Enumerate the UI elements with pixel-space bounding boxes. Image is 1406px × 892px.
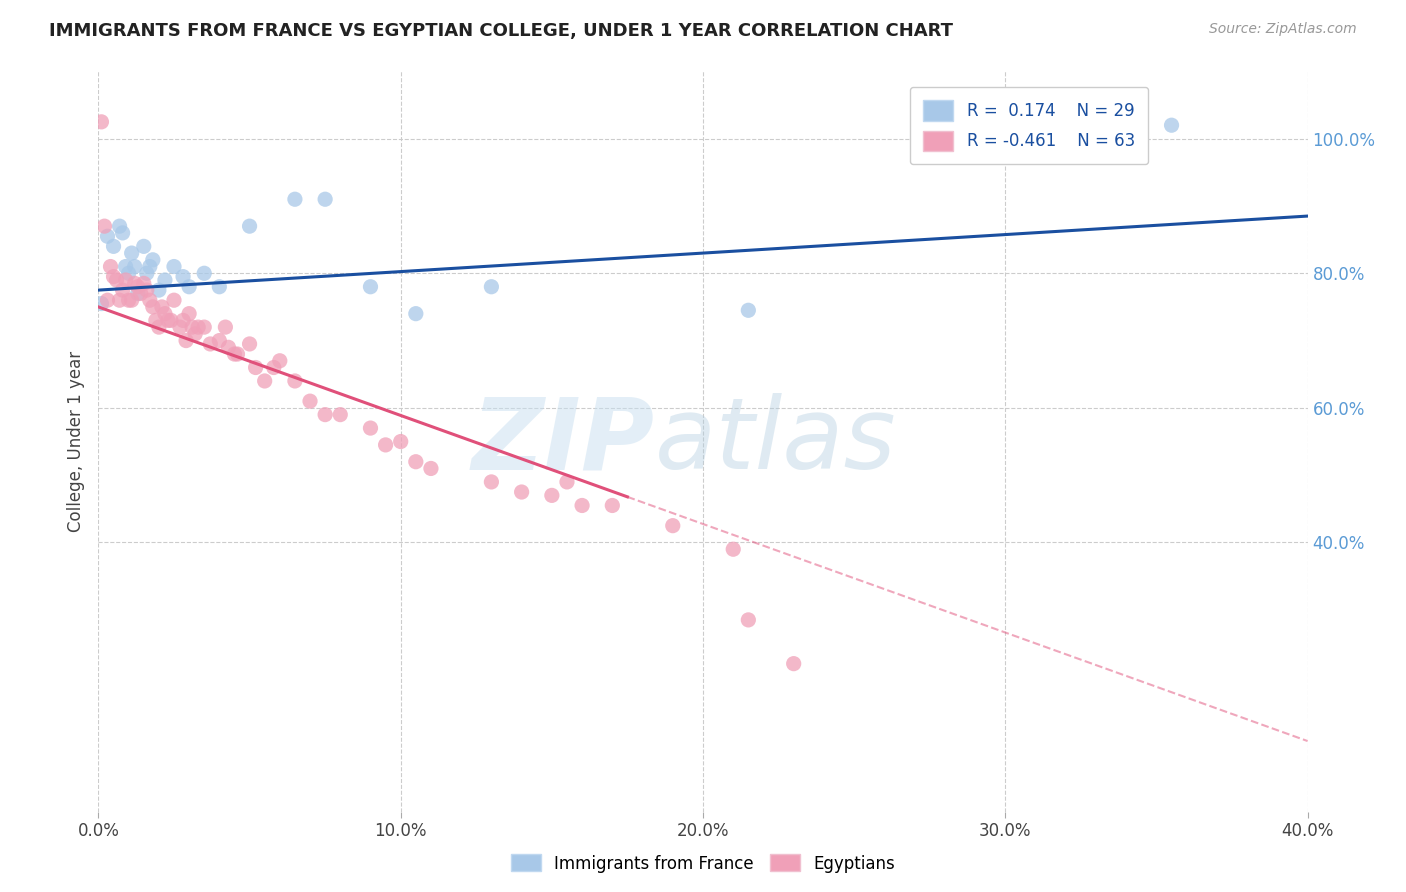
Point (132, 239, 155, 253)
Point (245, 360, 267, 375)
Point (314, 192, 336, 206)
Point (108, 293, 131, 308)
Point (208, 279, 231, 293)
Point (169, 320, 191, 334)
Point (90, 296, 112, 310)
Point (108, 219, 131, 234)
Point (174, 334, 197, 348)
Text: Source: ZipAtlas.com: Source: ZipAtlas.com (1209, 22, 1357, 37)
Point (187, 320, 209, 334)
Point (193, 320, 215, 334)
Point (1160, 118, 1182, 132)
Point (661, 518, 683, 533)
Point (737, 303, 759, 318)
Point (127, 279, 149, 293)
Point (217, 340, 239, 354)
Point (148, 283, 170, 297)
Point (93, 219, 115, 234)
Point (127, 286, 149, 301)
Point (314, 408, 336, 422)
Point (481, 475, 503, 489)
Point (602, 499, 624, 513)
Point (139, 260, 162, 274)
Point (224, 347, 246, 361)
Point (420, 461, 443, 475)
Legend: R =  0.174    N = 29, R = -0.461    N = 63: R = 0.174 N = 29, R = -0.461 N = 63 (910, 87, 1149, 164)
Point (783, 657, 806, 671)
Point (481, 279, 503, 293)
Point (360, 421, 382, 435)
Point (118, 266, 141, 280)
Text: IMMIGRANTS FROM FRANCE VS EGYPTIAN COLLEGE, UNDER 1 YEAR CORRELATION CHART: IMMIGRANTS FROM FRANCE VS EGYPTIAN COLLE… (49, 22, 953, 40)
Point (163, 293, 186, 308)
Point (142, 252, 165, 267)
Point (374, 438, 396, 452)
Point (111, 283, 134, 297)
Point (124, 277, 146, 291)
Point (179, 279, 201, 293)
Point (208, 334, 231, 348)
Point (723, 542, 745, 557)
Point (153, 273, 176, 287)
Point (121, 246, 143, 260)
Point (160, 313, 183, 327)
Point (200, 337, 222, 351)
Point (181, 320, 204, 334)
Point (571, 499, 593, 513)
Point (510, 485, 533, 500)
Point (239, 219, 262, 234)
Point (121, 293, 143, 308)
Text: ZIP: ZIP (471, 393, 655, 490)
Point (737, 613, 759, 627)
Point (253, 374, 276, 388)
Point (172, 313, 194, 327)
Point (129, 286, 152, 301)
Point (226, 347, 249, 361)
Point (124, 260, 146, 274)
Point (269, 353, 291, 368)
Point (139, 293, 162, 308)
Point (156, 313, 179, 327)
Y-axis label: College, Under 1 year: College, Under 1 year (66, 351, 84, 533)
Point (135, 266, 157, 280)
Point (132, 277, 155, 291)
Point (150, 300, 173, 314)
Point (142, 300, 165, 314)
Point (284, 374, 307, 388)
Point (135, 283, 157, 297)
Text: atlas: atlas (655, 393, 896, 490)
Point (329, 408, 352, 422)
Point (193, 266, 215, 280)
Point (540, 488, 562, 502)
Point (96, 229, 118, 244)
Point (163, 260, 186, 274)
Point (148, 320, 170, 334)
Point (153, 307, 176, 321)
Point (179, 307, 201, 321)
Point (105, 273, 128, 287)
Point (96, 293, 118, 308)
Point (103, 269, 125, 284)
Point (389, 434, 412, 449)
Point (111, 226, 134, 240)
Point (103, 239, 125, 253)
Point (405, 455, 427, 469)
Point (284, 192, 307, 206)
Point (114, 260, 136, 274)
Point (299, 394, 322, 409)
Point (239, 337, 262, 351)
Legend: Immigrants from France, Egyptians: Immigrants from France, Egyptians (503, 847, 903, 880)
Point (555, 475, 578, 489)
Point (184, 326, 207, 341)
Point (118, 293, 141, 308)
Point (405, 307, 427, 321)
Point (90, 115, 112, 129)
Point (214, 320, 236, 334)
Point (172, 269, 194, 284)
Point (100, 260, 122, 274)
Point (263, 360, 285, 375)
Point (360, 279, 382, 293)
Point (145, 313, 167, 327)
Point (114, 273, 136, 287)
